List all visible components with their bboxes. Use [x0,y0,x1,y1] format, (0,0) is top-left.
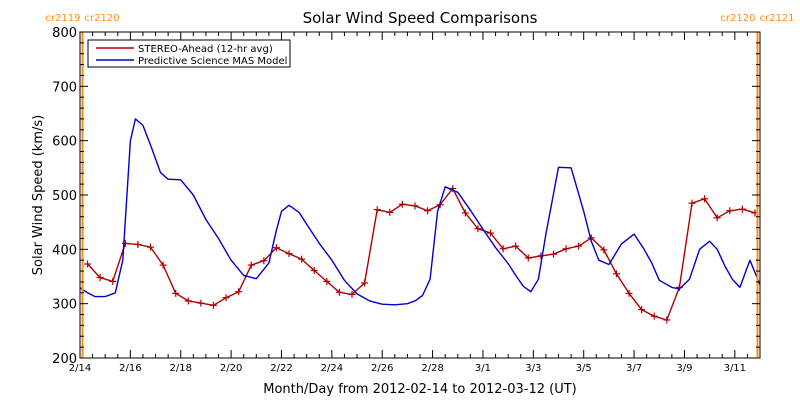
data-point [260,257,268,265]
x-tick-label: 2/16 [119,363,141,374]
legend-box [87,39,291,68]
data-point [512,242,520,250]
data-point [147,243,155,251]
data-point [335,288,343,296]
data-point [625,289,633,297]
data-point [84,260,92,268]
data-point [134,240,142,248]
x-tick-label: 2/18 [170,363,192,374]
axes: 200 300 400 500 600 700 800 2/14 2/16 2/18 2/20 2/2… [52,26,760,374]
data-point [549,250,557,258]
x-tick-label: 2/28 [421,363,443,374]
data-point [298,255,306,263]
x-tick-label: 3/9 [676,363,692,374]
data-point [386,208,394,216]
y-tick-label: 400 [52,243,77,258]
data-point [323,277,331,285]
data-point [172,289,180,297]
x-tick-label: 3/7 [626,363,642,374]
data-point [348,290,356,298]
x-tick-label: 2/20 [220,363,242,374]
data-point [184,297,192,305]
carrington-label-right: cr2121 [759,13,794,24]
x-tick-label: 2/24 [321,363,343,374]
data-point [222,294,230,302]
chart-title: Solar Wind Speed Comparisons [303,9,538,27]
x-tick-label: 2/14 [69,363,91,374]
data-point [738,205,746,213]
data-point [713,214,721,222]
data-point [461,209,469,217]
y-tick-label: 300 [52,298,77,313]
data-point [575,242,583,250]
data-point [373,206,381,214]
data-point [487,229,495,237]
data-point [688,199,696,207]
y-tick-label: 500 [52,189,77,204]
data-point [524,254,532,262]
data-point [209,301,217,309]
data-point [96,274,104,282]
data-point [121,239,129,247]
y-tick-label: 700 [52,80,77,95]
x-axis-label: Month/Day from 2012-02-14 to 2012-03-12 … [263,382,576,397]
data-point [726,207,734,215]
x-tick-label: 3/3 [525,363,541,374]
y-axis-label: Solar Wind Speed (km/s) [31,115,46,275]
x-tick-label: 2/26 [371,363,393,374]
data-point [272,244,280,252]
data-point [474,225,482,233]
data-point [650,312,658,320]
legend: STEREO-Ahead (12-hr avg) Predictive Scie… [87,39,291,68]
data-point [109,277,117,285]
data-point [398,200,406,208]
y-tick-label: 200 [52,352,77,367]
carrington-label-left: cr2120 [720,13,755,24]
data-point [600,246,608,254]
series-line-1 [79,118,761,306]
legend-label-model: Predictive Science MAS Model [138,56,287,67]
data-point [159,261,167,269]
data-point [197,299,205,307]
data-point [562,245,570,253]
data-point [247,261,255,269]
data-point [537,252,545,260]
legend-label-stereo: STEREO-Ahead (12-hr avg) [138,44,273,55]
series-layer [79,118,761,324]
x-tick-label: 3/11 [724,363,746,374]
x-tick-label: 3/5 [576,363,592,374]
data-point [499,245,507,253]
carrington-label-left: cr2119 [45,13,80,24]
data-point [663,316,671,324]
x-tick-label: 3/1 [475,363,491,374]
y-tick-label: 600 [52,135,77,150]
plot-frame [79,31,761,359]
data-point [361,279,369,287]
y-tick-label: 800 [52,26,77,41]
data-point [235,288,243,296]
data-point [701,195,709,203]
data-point [638,306,646,314]
data-point [310,267,318,275]
data-point [424,207,432,215]
data-point [285,250,293,258]
data-point [612,270,620,278]
data-point [411,202,419,210]
x-tick-label: 2/22 [270,363,292,374]
carrington-label-right: cr2120 [85,13,120,24]
